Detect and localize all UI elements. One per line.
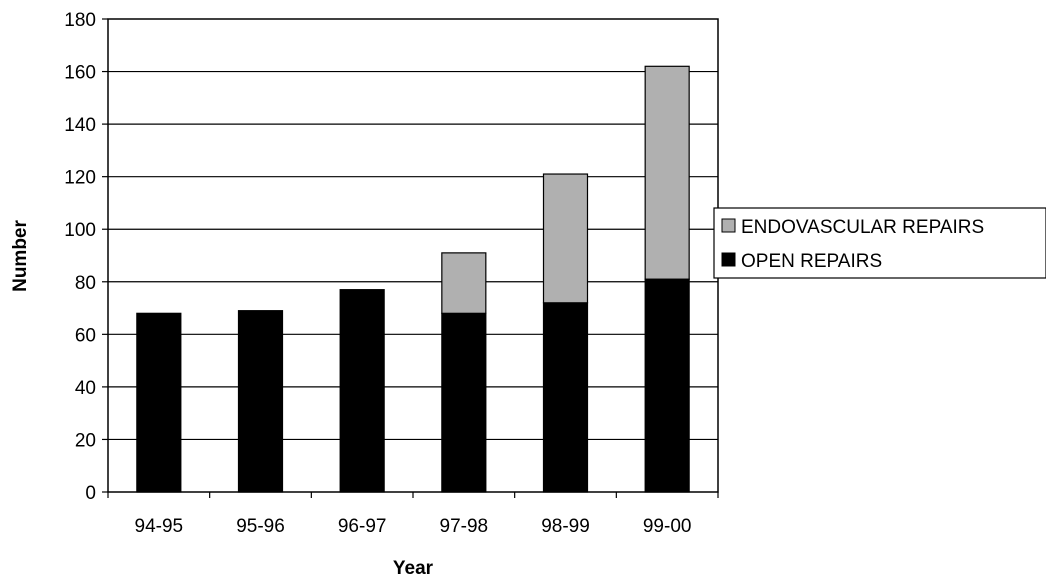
y-tick-label: 160 <box>64 63 96 84</box>
bar-endovascular-repairs <box>542 173 589 304</box>
x-tick-label: 97-98 <box>440 516 489 537</box>
y-tick-label: 120 <box>64 168 96 189</box>
bar-open-repairs <box>542 302 589 493</box>
x-tick-label: 95-96 <box>236 516 285 537</box>
bars <box>136 65 690 493</box>
legend-label: ENDOVASCULAR REPAIRS <box>741 217 984 238</box>
y-tick-label: 140 <box>64 115 96 136</box>
y-tick-label: 40 <box>75 378 96 399</box>
bar-endovascular-repairs <box>644 65 690 280</box>
y-tick-label: 100 <box>64 220 96 241</box>
legend-box <box>713 207 1046 279</box>
y-tick-label: 20 <box>75 430 96 451</box>
y-tick-label: 0 <box>85 483 96 504</box>
bar-open-repairs <box>644 278 690 493</box>
x-axis: 94-95 95-96 96-97 97-98 98-99 99-00 <box>107 492 719 537</box>
x-tick-label: 98-99 <box>541 516 590 537</box>
plot-area <box>107 18 719 493</box>
y-axis: 0 20 40 60 80 100 120 140 160 180 <box>64 10 108 504</box>
y-tick-label: 80 <box>75 273 96 294</box>
bar-open-repairs <box>441 312 487 493</box>
legend-label: OPEN REPAIRS <box>741 251 882 272</box>
bar-endovascular-repairs <box>441 252 487 314</box>
legend: ENDOVASCULAR REPAIRS OPEN REPAIRS <box>713 207 1046 279</box>
bar-open-repairs <box>136 312 182 493</box>
bar-open-repairs <box>339 289 385 493</box>
x-tick-label: 96-97 <box>338 516 387 537</box>
x-tick-label: 94-95 <box>135 516 184 537</box>
y-tick-label: 60 <box>75 325 96 346</box>
x-axis-title: Year <box>393 558 434 579</box>
legend-swatch <box>721 218 736 233</box>
gridlines <box>108 70 718 441</box>
y-axis-title: Number <box>10 220 31 292</box>
y-tick-label: 180 <box>64 10 96 31</box>
legend-swatch <box>721 252 736 267</box>
bar-open-repairs <box>237 310 284 493</box>
x-tick-label: 99-00 <box>643 516 692 537</box>
